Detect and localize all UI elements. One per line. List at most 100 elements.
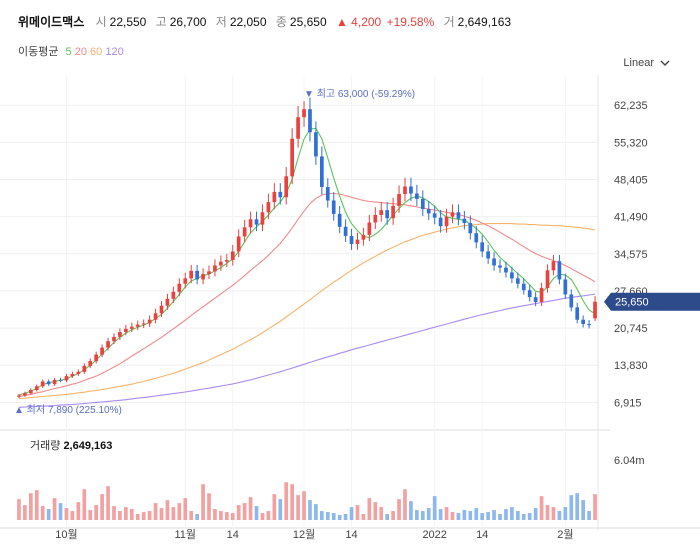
axes: 62,23555,32048,40541,49034,57527,66020,7… <box>55 100 647 541</box>
ma-20-label[interactable]: 20 <box>74 46 87 58</box>
high-value: 26,700 <box>169 15 207 29</box>
x-tick-label: 12월 <box>293 528 315 541</box>
candle-body <box>337 213 342 227</box>
volume-bar <box>527 513 532 520</box>
volume-bar <box>314 504 318 520</box>
volume-bar <box>94 505 99 520</box>
volume-bar <box>504 509 508 520</box>
candle-body <box>124 328 128 333</box>
volume-bar <box>480 513 485 520</box>
candle-body <box>349 235 354 244</box>
low-label: 저 <box>215 15 227 29</box>
volume-bar <box>153 503 158 520</box>
scale-select[interactable]: Linear <box>623 57 670 69</box>
volume-bars <box>17 482 597 520</box>
volume-bar <box>391 511 395 520</box>
candle-body <box>135 324 140 327</box>
volume-bar <box>349 507 354 520</box>
volume-label: 거 <box>443 15 455 29</box>
volume-bar <box>82 489 87 520</box>
volume-bar <box>515 511 520 520</box>
candle-body <box>426 209 431 214</box>
volume-bar <box>569 495 574 520</box>
candle-body <box>284 176 289 198</box>
candle-body <box>177 283 182 292</box>
volume-bar <box>135 514 140 520</box>
stock-summary: 위메이드맥스 시 22,550 고 26,700 저 22,050 종 25,650 ▲… <box>18 13 517 30</box>
volume-bar <box>462 510 467 520</box>
volume-bar <box>296 495 300 520</box>
candle-body <box>504 267 508 273</box>
ma-5-label[interactable]: 5 <box>65 46 72 58</box>
volume-bar <box>337 515 342 520</box>
candle-body <box>242 227 247 237</box>
y-tick-label: 48,405 <box>614 175 648 187</box>
volume-axis-tick: 6.04m <box>614 455 645 467</box>
candle-body <box>533 297 538 302</box>
candle-body <box>498 265 502 268</box>
stock-name: 위메이드맥스 <box>18 15 85 29</box>
volume-bar <box>100 494 104 520</box>
volume-bar <box>444 507 449 520</box>
volume-bar <box>254 506 259 520</box>
candle-body <box>325 187 330 201</box>
ma-60-label[interactable]: 60 <box>90 46 103 58</box>
volume-bar <box>385 514 390 520</box>
volume-bar <box>118 511 122 520</box>
volume-bar <box>147 511 152 520</box>
low-value: 22,050 <box>229 15 267 29</box>
x-tick-label: 10월 <box>55 528 77 541</box>
ma20-line <box>18 192 596 398</box>
volume-bar <box>551 507 556 520</box>
volume-bar <box>290 484 294 520</box>
candle-body <box>70 373 75 377</box>
candle-body <box>415 193 419 199</box>
candle-body <box>147 319 152 324</box>
candle-body <box>153 313 158 320</box>
current-price-value: 25,650 <box>615 297 649 309</box>
x-tick-label: 14 <box>476 529 488 541</box>
volume-bar <box>266 511 271 520</box>
candle-body <box>468 223 473 234</box>
candle-body <box>492 258 496 266</box>
candle-body <box>331 200 336 214</box>
candle-body <box>118 332 122 337</box>
volume-bar <box>242 503 247 520</box>
candle-body <box>438 217 443 227</box>
volume-bar <box>379 507 384 520</box>
y-tick-label: 6,915 <box>614 397 642 409</box>
candle-body <box>308 109 312 133</box>
volume-bar <box>521 514 526 520</box>
candle-body <box>450 212 455 217</box>
change-value: ▲ 4,200 <box>335 15 382 29</box>
candle-body <box>254 219 259 225</box>
candle-body <box>581 319 585 325</box>
x-tick-label: 11월 <box>174 528 196 541</box>
volume-bar <box>409 501 413 520</box>
open-value: 22,550 <box>109 15 147 29</box>
volume-bar <box>331 513 336 520</box>
volume-bar <box>124 507 128 520</box>
candle-body <box>58 379 63 381</box>
candle-body <box>432 213 437 218</box>
volume-bar <box>189 511 194 520</box>
x-tick-label: 14 <box>227 529 239 541</box>
candle-body <box>409 186 413 194</box>
volume-bar <box>355 505 360 520</box>
volume-bar <box>70 511 75 520</box>
candle-body <box>539 288 544 302</box>
candle-body <box>207 271 211 275</box>
volume-bar <box>438 509 443 520</box>
volume-panel-value: 2,649,163 <box>63 440 113 452</box>
ma-120-label[interactable]: 120 <box>105 46 124 58</box>
candle-body <box>52 379 57 385</box>
candle-body <box>100 347 104 355</box>
candle-body <box>34 386 39 391</box>
candle-body <box>391 205 395 219</box>
volume-bar <box>456 513 461 520</box>
volume-bar <box>539 496 544 520</box>
volume-bar <box>34 490 39 520</box>
candle-body <box>314 132 318 157</box>
candle-body <box>480 242 485 252</box>
volume-bar <box>201 484 205 520</box>
